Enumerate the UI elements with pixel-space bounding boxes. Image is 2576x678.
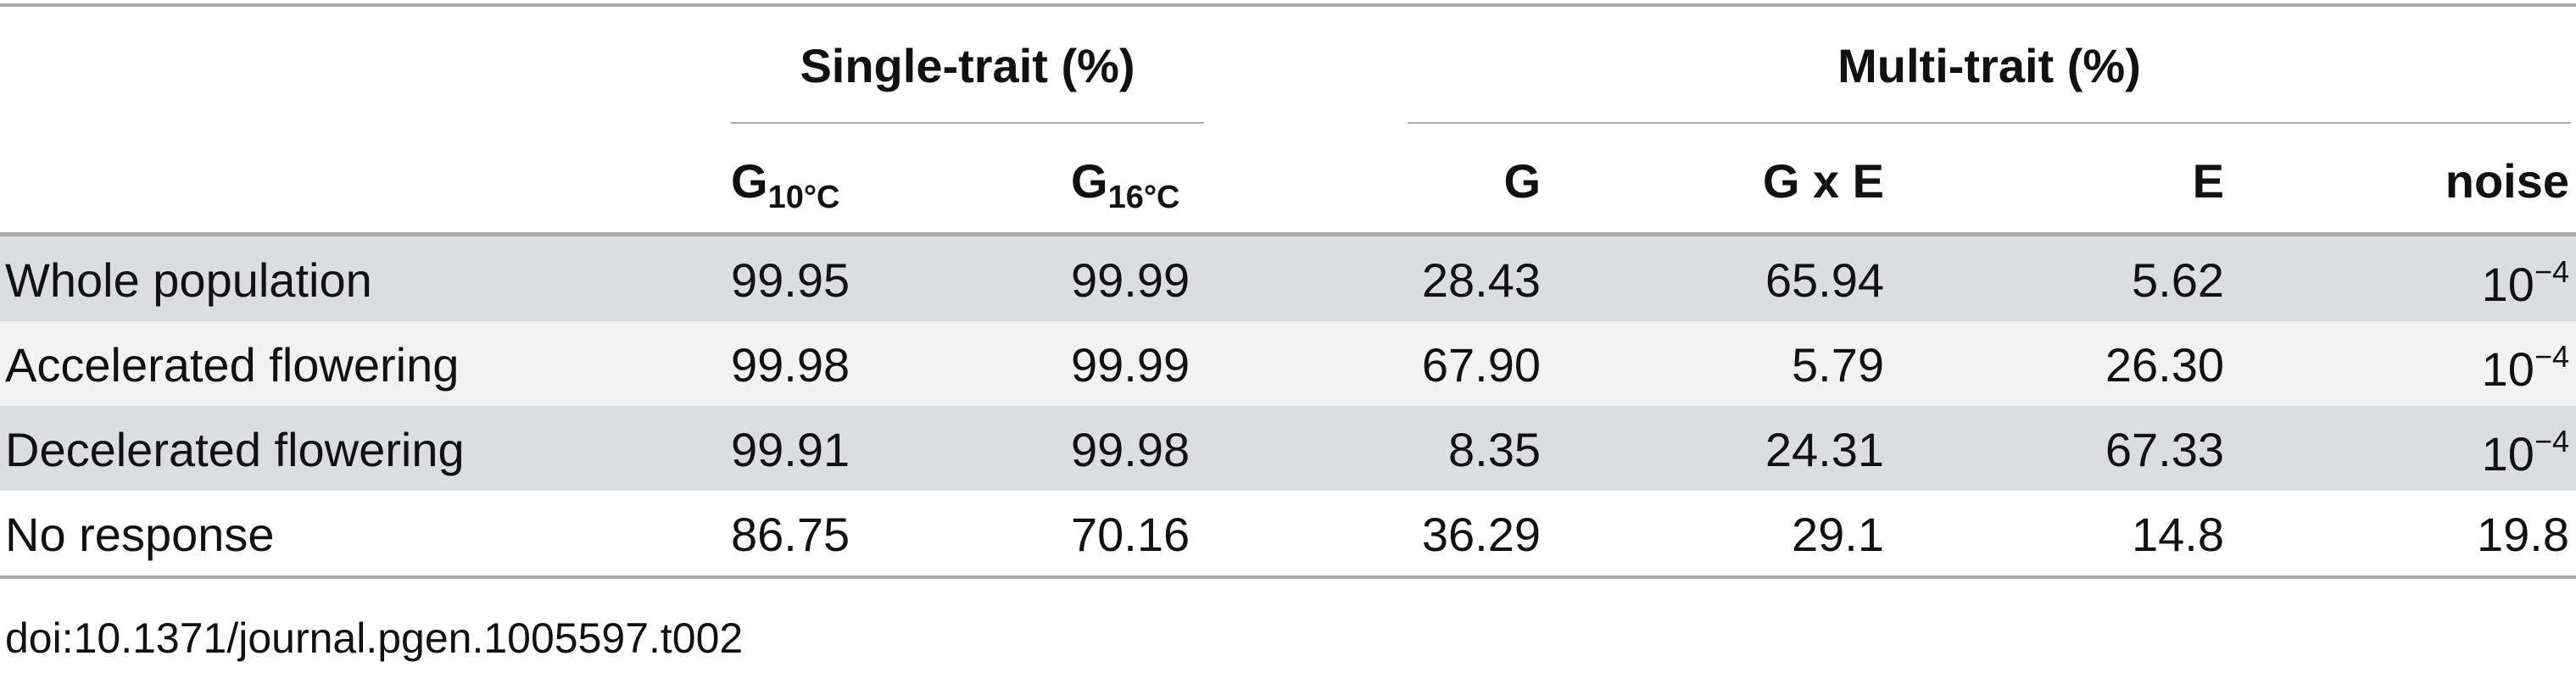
- column-header: G: [1503, 154, 1541, 208]
- cell: 10−4: [2481, 339, 2569, 396]
- row-band: [0, 321, 2576, 406]
- group-rule: [1408, 122, 2571, 124]
- column-header: G10°C: [731, 154, 840, 215]
- group-rule: [731, 122, 1204, 124]
- row-band: [0, 236, 2576, 321]
- top-rule: [0, 3, 2576, 7]
- cell: 86.75: [731, 508, 850, 561]
- cell: 5.62: [2132, 253, 2224, 307]
- cell: 19.8: [2477, 508, 2569, 561]
- row-label: Decelerated flowering: [5, 423, 465, 476]
- cell: 26.30: [2105, 338, 2224, 392]
- cell: 67.90: [1421, 338, 1541, 392]
- column-header: noise: [2445, 154, 2569, 208]
- group-header: Single-trait (%): [800, 39, 1135, 92]
- cell: 10−4: [2481, 424, 2569, 481]
- column-header: G x E: [1762, 154, 1884, 208]
- header-rule: [0, 232, 2576, 236]
- cell: 67.33: [2105, 423, 2224, 476]
- cell: 99.99: [1071, 338, 1190, 392]
- cell: 24.31: [1765, 423, 1884, 476]
- cell: 28.43: [1421, 253, 1541, 307]
- cell: 99.98: [731, 338, 850, 392]
- row-label: Whole population: [5, 253, 372, 307]
- cell: 29.1: [1792, 508, 1884, 561]
- cell: 99.91: [731, 423, 850, 476]
- cell: 65.94: [1765, 253, 1884, 307]
- cell: 8.35: [1448, 423, 1541, 476]
- cell: 70.16: [1071, 508, 1190, 561]
- row-band: [0, 491, 2576, 575]
- cell: 99.99: [1071, 253, 1190, 307]
- cell: 14.8: [2132, 508, 2224, 561]
- column-header: E: [2192, 154, 2224, 208]
- column-header: G16°C: [1071, 154, 1180, 215]
- footer: doi:10.1371/journal.pgen.1005597.t002: [5, 614, 744, 662]
- cell: 10−4: [2481, 254, 2569, 311]
- row-band: [0, 406, 2576, 491]
- row-label: No response: [5, 508, 275, 561]
- cell: 5.79: [1792, 338, 1884, 392]
- bottom-rule: [0, 575, 2576, 579]
- row-label: Accelerated flowering: [5, 338, 460, 392]
- cell: 99.95: [731, 253, 850, 307]
- group-header: Multi-trait (%): [1837, 39, 2141, 92]
- cell: 99.98: [1071, 423, 1190, 476]
- cell: 36.29: [1421, 508, 1541, 561]
